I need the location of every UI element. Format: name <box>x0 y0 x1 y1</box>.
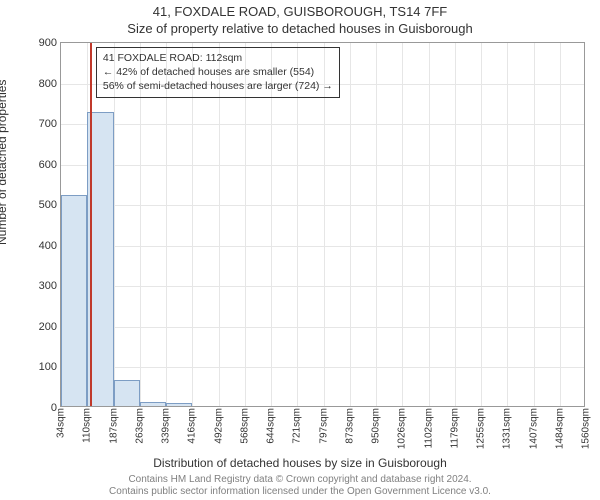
x-tick-label: 1407sqm <box>528 408 539 449</box>
histogram-bar <box>140 402 166 406</box>
property-marker-line <box>90 43 92 406</box>
x-tick-label: 1560sqm <box>581 408 592 449</box>
y-tick-label: 900 <box>39 37 57 49</box>
gridline-v <box>481 43 482 406</box>
y-tick-label: 600 <box>39 159 57 171</box>
x-tick-label: 110sqm <box>82 408 93 443</box>
gridline-v <box>507 43 508 406</box>
x-tick-label: 187sqm <box>108 408 119 444</box>
y-tick-label: 700 <box>39 118 57 130</box>
y-tick-label: 800 <box>39 78 57 90</box>
annotation-line3: 56% of semi-detached houses are larger (… <box>103 79 333 93</box>
x-tick-label: 644sqm <box>266 408 277 444</box>
page-title-line2: Size of property relative to detached ho… <box>0 21 600 36</box>
x-tick-label: 492sqm <box>213 408 224 444</box>
gridline-v <box>455 43 456 406</box>
y-tick-label: 500 <box>39 199 57 211</box>
x-tick-label: 1026sqm <box>397 408 408 449</box>
x-tick-label: 34sqm <box>56 408 67 438</box>
x-tick-label: 1331sqm <box>502 408 513 449</box>
histogram-bar <box>166 403 192 406</box>
x-tick-label: 950sqm <box>371 408 382 444</box>
x-tick-label: 721sqm <box>292 408 303 444</box>
footer-line1: Contains HM Land Registry data © Crown c… <box>0 474 600 486</box>
x-tick-label: 1255sqm <box>476 408 487 449</box>
x-tick-label: 1484sqm <box>554 408 565 449</box>
y-axis-label: Number of detached properties <box>0 80 9 245</box>
footer-line2: Contains public sector information licen… <box>0 486 600 498</box>
annotation-line1: 41 FOXDALE ROAD: 112sqm <box>103 51 333 65</box>
gridline-v <box>429 43 430 406</box>
chart-annotation-box: 41 FOXDALE ROAD: 112sqm ← 42% of detache… <box>96 47 340 98</box>
x-tick-label: 1102sqm <box>423 408 434 448</box>
footer-attribution: Contains HM Land Registry data © Crown c… <box>0 474 600 498</box>
histogram-bar <box>114 380 140 406</box>
gridline-v <box>534 43 535 406</box>
histogram-bar <box>61 195 87 406</box>
y-tick-label: 400 <box>39 240 57 252</box>
x-axis-label: Distribution of detached houses by size … <box>0 456 600 470</box>
y-tick-label: 100 <box>39 361 57 373</box>
page-title-line1: 41, FOXDALE ROAD, GUISBOROUGH, TS14 7FF <box>0 4 600 19</box>
gridline-v <box>402 43 403 406</box>
x-tick-label: 873sqm <box>344 408 355 444</box>
y-tick-label: 300 <box>39 280 57 292</box>
gridline-v <box>560 43 561 406</box>
x-tick-label: 416sqm <box>187 408 198 444</box>
x-tick-label: 339sqm <box>161 408 172 444</box>
chart-plot-area: 010020030040050060070080090034sqm110sqm1… <box>60 42 585 407</box>
gridline-v <box>350 43 351 406</box>
gridline-v <box>376 43 377 406</box>
x-tick-label: 568sqm <box>239 408 250 444</box>
x-tick-label: 1179sqm <box>449 408 460 448</box>
annotation-line2: ← 42% of detached houses are smaller (55… <box>103 65 333 79</box>
x-tick-label: 263sqm <box>134 408 145 444</box>
y-tick-label: 200 <box>39 321 57 333</box>
x-tick-label: 797sqm <box>318 408 329 444</box>
